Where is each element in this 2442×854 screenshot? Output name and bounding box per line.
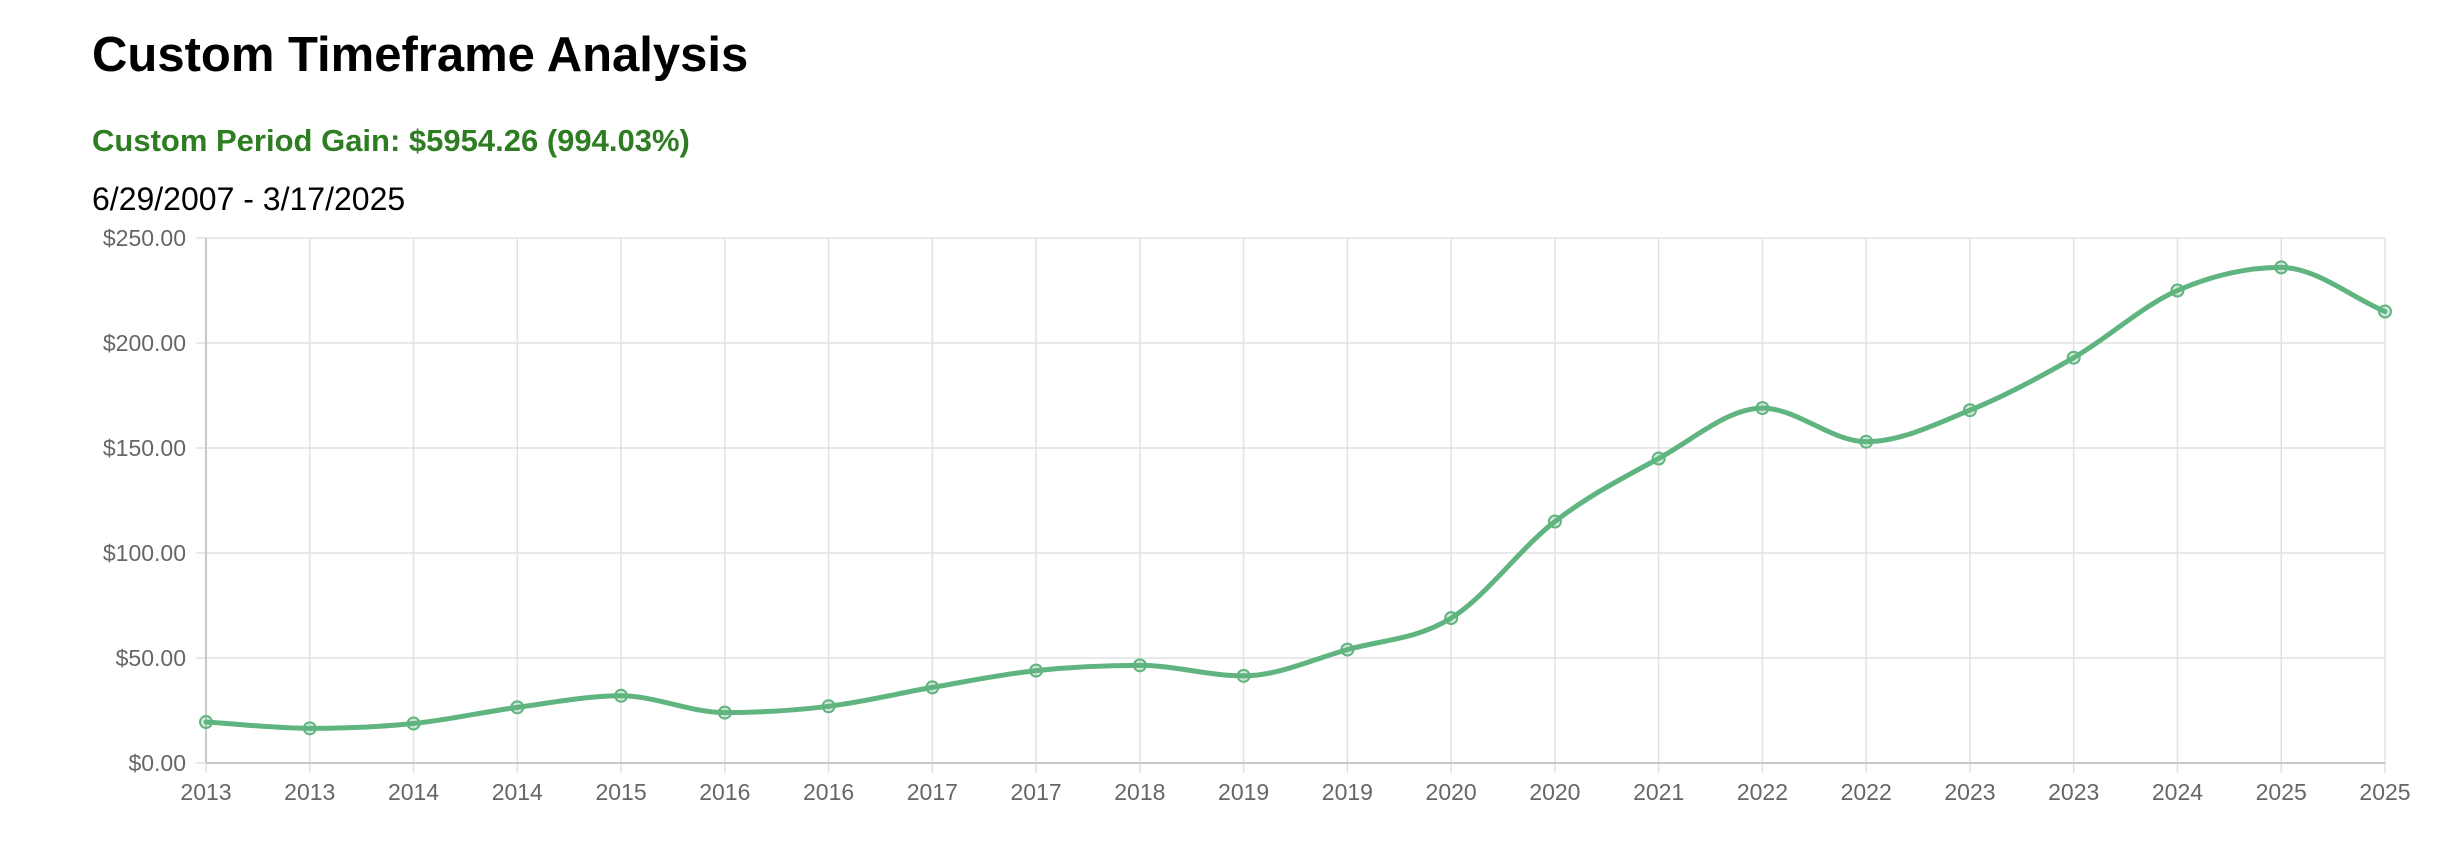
data-point[interactable]: [199, 715, 213, 730]
y-tick-label: $0.00: [128, 750, 186, 776]
data-point[interactable]: [1444, 611, 1459, 626]
y-tick-label: $150.00: [103, 435, 186, 461]
data-point[interactable]: [2066, 350, 2081, 365]
data-point[interactable]: [2170, 283, 2185, 298]
data-point[interactable]: [1029, 663, 1044, 678]
data-point[interactable]: [1340, 642, 1355, 657]
chart-markers: [199, 260, 2392, 736]
data-point[interactable]: [2378, 304, 2392, 319]
chart-series: [203, 264, 2388, 731]
series-line: [203, 264, 2388, 731]
x-tick-label: 2020: [1529, 779, 1580, 805]
date-range: 6/29/2007 - 3/17/2025: [92, 181, 406, 217]
data-point[interactable]: [717, 705, 732, 720]
x-tick-label: 2023: [2048, 779, 2099, 805]
chart-grid: [196, 237, 2386, 773]
data-point[interactable]: [1132, 658, 1147, 673]
x-tick-label: 2023: [1944, 779, 1995, 805]
y-tick-label: $100.00: [103, 540, 186, 566]
chart-axes: $0.00 $50.00 $100.00 $150.00 $200.00 $250.00 2…: [103, 225, 2411, 805]
data-point[interactable]: [1236, 668, 1251, 683]
data-point[interactable]: [1755, 401, 1770, 416]
x-tick-label: 2020: [1426, 779, 1477, 805]
x-tick-label: 2013: [284, 779, 335, 805]
data-point[interactable]: [302, 721, 317, 736]
x-tick-label: 2024: [2152, 779, 2203, 805]
x-tick-label: 2018: [1114, 779, 1165, 805]
page-title: Custom Timeframe Analysis: [92, 28, 749, 82]
x-tick-label: 2016: [699, 779, 750, 805]
y-tick-label: $200.00: [103, 330, 186, 356]
custom-period-gain: Custom Period Gain: $5954.26 (994.03%): [92, 123, 690, 158]
data-point[interactable]: [406, 716, 421, 731]
data-point[interactable]: [925, 680, 940, 695]
x-tick-label: 2022: [1841, 779, 1892, 805]
x-tick-label: 2021: [1633, 779, 1684, 805]
x-tick-label: 2014: [388, 779, 439, 805]
data-point[interactable]: [821, 699, 836, 714]
x-tick-label: 2017: [1011, 779, 1062, 805]
data-point[interactable]: [2274, 260, 2289, 275]
x-tick-label: 2013: [180, 779, 231, 805]
y-tick-label: $250.00: [103, 225, 186, 251]
data-point[interactable]: [614, 688, 629, 703]
x-tick-label: 2015: [595, 779, 646, 805]
x-tick-label: 2017: [907, 779, 958, 805]
x-tick-label: 2019: [1322, 779, 1373, 805]
x-tick-label: 2019: [1218, 779, 1269, 805]
x-tick-label: 2016: [803, 779, 854, 805]
x-tick-label: 2022: [1737, 779, 1788, 805]
x-tick-label: 2025: [2359, 779, 2410, 805]
x-tick-label: 2014: [492, 779, 543, 805]
x-tick-label: 2025: [2256, 779, 2307, 805]
data-point[interactable]: [1962, 403, 1977, 418]
data-point[interactable]: [1547, 514, 1562, 529]
data-point[interactable]: [1651, 451, 1666, 466]
data-point[interactable]: [510, 700, 525, 715]
y-tick-label: $50.00: [116, 645, 186, 671]
data-point[interactable]: [1859, 434, 1874, 449]
